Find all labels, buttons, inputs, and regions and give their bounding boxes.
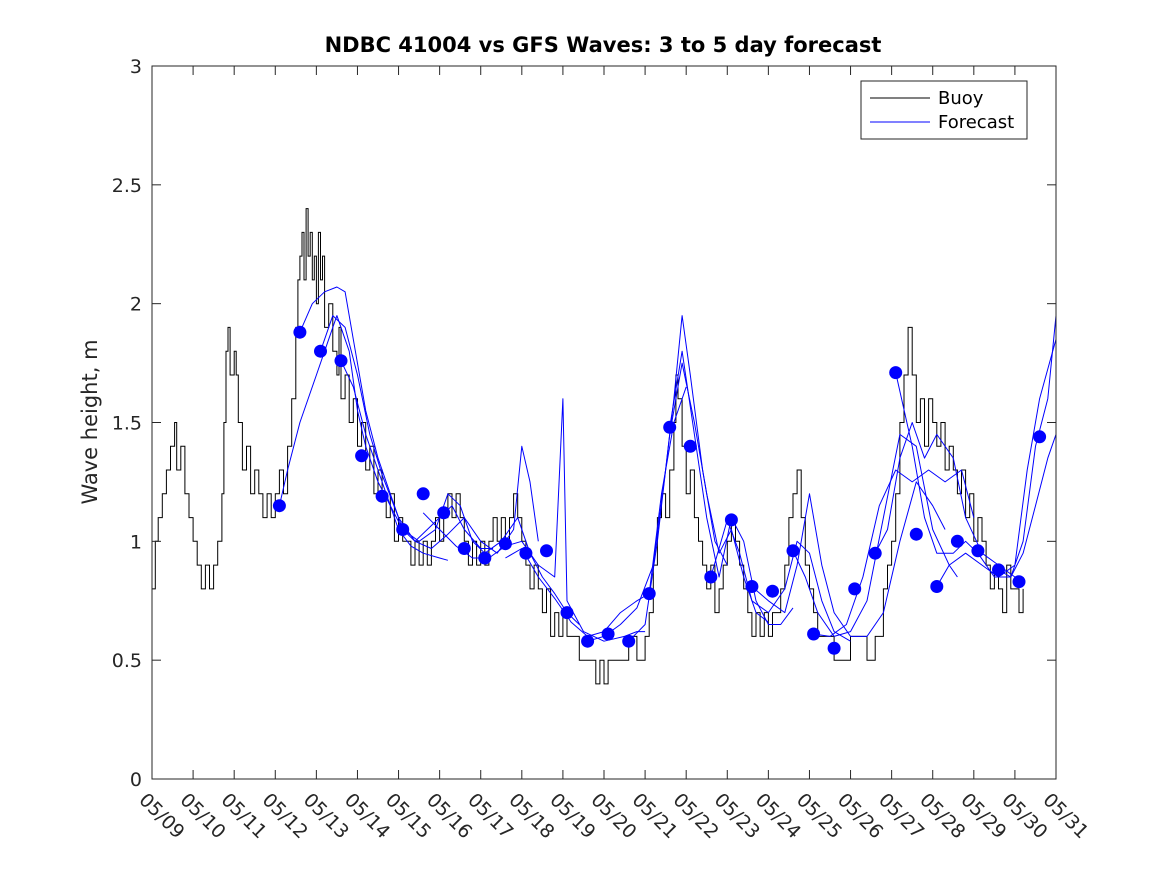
forecast-marker-point [950,534,964,548]
y-tick-label: 3 [130,56,142,78]
forecast-marker-point [992,563,1005,577]
legend: Buoy Forecast [860,80,1028,140]
forecast-marker-point [930,580,944,593]
forecast-marker-point [745,580,759,593]
forecast-marker-point [375,489,389,503]
forecast-marker-point [581,634,595,648]
forecast-run-line [299,286,494,549]
forecast-marker-point [622,634,636,648]
chart-title: NDBC 41004 vs GFS Waves: 3 to 5 day fore… [325,33,882,57]
legend-box [860,80,1028,140]
y-axis-title: Wave height, m [78,339,102,504]
forecast-run-line [751,481,946,637]
forecast-marker-point [848,582,862,596]
forecast-marker-point [437,506,451,520]
forecast-marker-point [1033,430,1047,444]
forecast-run-line [340,360,580,625]
forecast-marker-point [457,542,471,555]
forecast-marker-point [786,544,800,558]
forecast-marker-point [601,627,615,641]
forecast-run-line [936,339,1057,587]
forecast-marker-point [560,606,574,620]
forecast-marker-point [293,325,307,339]
forecast-run-line [710,519,851,642]
forecast-marker-point [396,523,410,536]
forecast-marker-point [724,513,738,527]
forecast-marker-point [272,499,286,513]
forecast-marker-point [766,584,779,598]
forecast-marker-point [683,439,697,453]
forecast-marker-point [827,641,841,655]
forecast-marker-point [971,544,985,558]
y-tick-label: 0.5 [112,650,142,672]
legend-buoy-label: Buoy [938,88,984,109]
forecast-marker-point [334,354,348,368]
forecast-run-line [813,469,975,637]
y-tick-label: 2 [130,294,142,316]
forecast-marker-point [355,449,369,463]
y-tick-label: 1 [130,531,142,553]
y-tick-label: 0 [130,769,142,791]
legend-forecast-label: Forecast [938,112,1014,133]
forecast-marker-point [807,627,821,641]
forecast-run-line [874,422,1016,578]
forecast-marker-point [642,587,656,601]
forecast-marker-point [704,570,718,584]
forecast-run-line [998,434,1057,578]
y-tick-label: 2.5 [112,175,142,197]
plot-frame [151,65,1057,780]
forecast-marker-point [314,344,327,358]
y-tick-label: 1.5 [112,413,142,435]
forecast-marker-point [909,527,923,541]
plot-area [152,208,1057,685]
buoy-series-line [152,208,1024,685]
forecast-run-line [628,362,769,642]
forecast-run-line [320,315,539,554]
forecast-marker-point [519,546,533,560]
forecast-marker-point [498,537,512,551]
forecast-marker-point [1012,575,1026,589]
forecast-marker-point [889,366,903,380]
forecast-run-line [278,315,449,561]
forecast-marker-point [540,544,553,558]
forecast-marker-point [663,420,677,434]
forecast-marker-point [868,546,882,560]
forecast-marker-point [478,551,492,565]
forecast-marker-point [416,487,430,501]
